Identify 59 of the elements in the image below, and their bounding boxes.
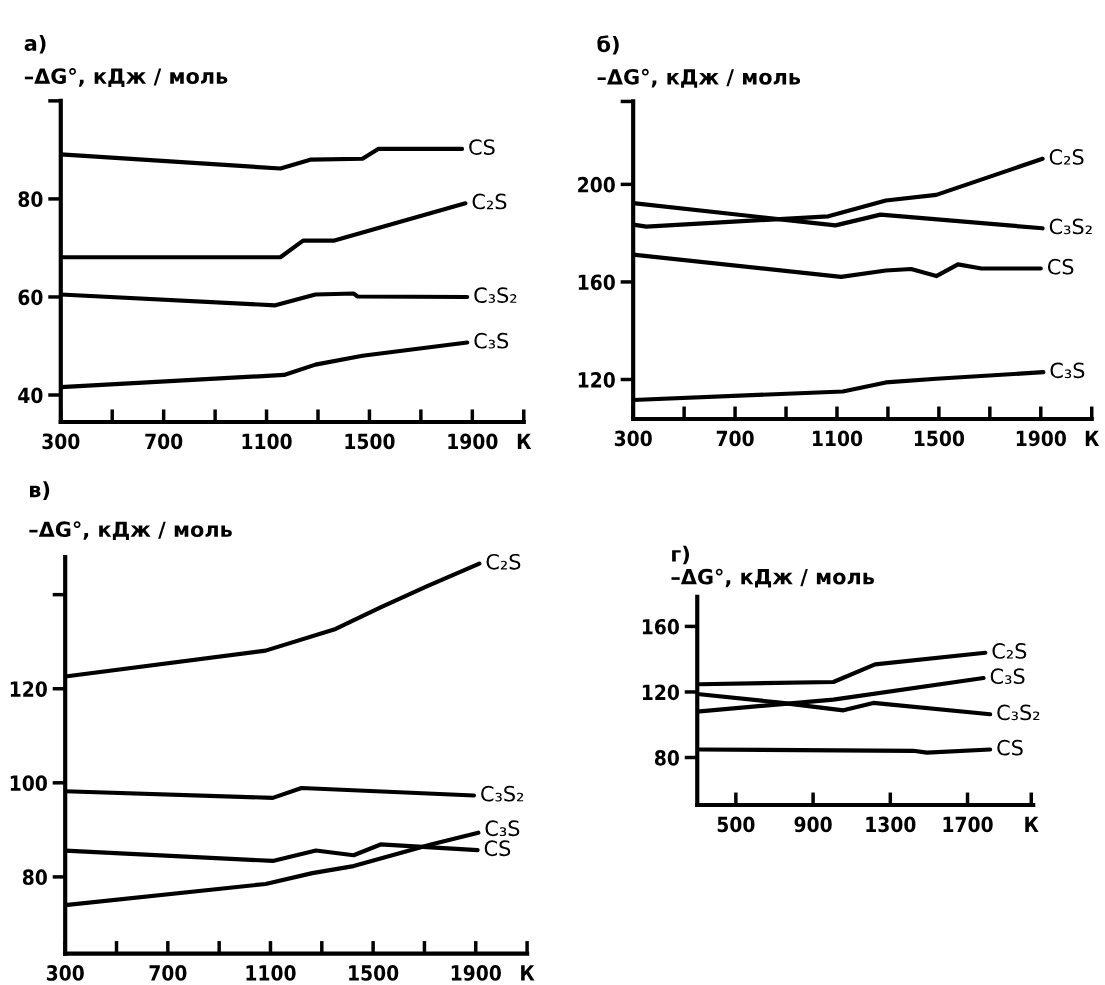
- x-tick-label: 1500: [914, 430, 965, 447]
- series-label: C₂S: [472, 193, 507, 210]
- x-tick-label: 1900: [448, 433, 498, 450]
- series-label: C₃S₂: [1049, 218, 1092, 235]
- x-tick-label: 1100: [242, 433, 292, 450]
- series-label: C₂S: [1049, 149, 1084, 165]
- y-tick-label: 120: [10, 681, 47, 697]
- y-tick-label: 120: [642, 684, 679, 701]
- series-label: C₂S: [486, 553, 521, 570]
- x-tick-label: К: [517, 433, 532, 449]
- x-tick-label: 1900: [451, 965, 501, 981]
- x-tick-label: 1300: [866, 816, 916, 833]
- series-label: C₂S: [992, 643, 1027, 659]
- y-tick-label: 60: [18, 289, 43, 306]
- x-tick-label: 1700: [943, 816, 993, 833]
- series-label: C₃S: [474, 332, 509, 349]
- y-tick-label: 80: [654, 749, 679, 766]
- y-axis-title: –ΔG°, кДж / моль: [29, 521, 232, 541]
- x-tick-label: К: [521, 965, 535, 981]
- y-tick-label: 80: [18, 191, 43, 208]
- y-tick-label: 80: [22, 869, 47, 886]
- series-label: C₃S₂: [997, 704, 1040, 721]
- x-tick-label: 500: [717, 816, 755, 833]
- y-tick-label: 160: [578, 274, 615, 291]
- x-tick-label: 1500: [345, 433, 395, 450]
- y-tick-label: 160: [642, 618, 679, 635]
- x-tick-label: 300: [614, 430, 652, 447]
- x-tick-label: 1900: [1016, 430, 1066, 447]
- y-axis-title: –ΔG°, кДж / моль: [24, 68, 228, 87]
- chart-title: г): [672, 545, 689, 565]
- x-tick-label: 1500: [349, 965, 399, 981]
- series-label: CS: [1047, 258, 1074, 275]
- x-tick-label: 700: [149, 965, 187, 981]
- series-label: C₃S: [1050, 362, 1085, 379]
- y-tick-label: 120: [578, 371, 615, 388]
- y-tick-label: 200: [578, 176, 615, 193]
- x-tick-label: 300: [46, 965, 84, 981]
- x-tick-label: 700: [145, 433, 183, 450]
- series-label: CS: [997, 739, 1023, 756]
- x-tick-label: 900: [794, 816, 832, 833]
- x-tick-label: 1100: [246, 965, 296, 981]
- chart-title: а): [24, 34, 46, 54]
- y-axis-title: –ΔG°, кДж / моль: [597, 68, 801, 88]
- y-axis-title: –ΔG°, кДж / моль: [671, 568, 875, 588]
- x-tick-label: 1100: [813, 430, 863, 447]
- series-label: C₃S: [990, 668, 1025, 685]
- x-tick-label: К: [1025, 816, 1039, 832]
- x-tick-label: К: [1085, 430, 1100, 446]
- series-label: C₃S₂: [474, 287, 517, 304]
- chart-title: б): [597, 35, 619, 55]
- chart-title: в): [30, 481, 50, 500]
- y-tick-label: 100: [10, 775, 47, 792]
- x-tick-label: 300: [42, 433, 80, 450]
- series-label: C₃S: [485, 820, 520, 837]
- series-label: CS: [484, 840, 511, 857]
- x-tick-label: 700: [716, 430, 754, 447]
- y-tick-label: 40: [18, 387, 43, 404]
- series-label: C₃S₂: [481, 785, 524, 802]
- series-label: CS: [469, 139, 495, 155]
